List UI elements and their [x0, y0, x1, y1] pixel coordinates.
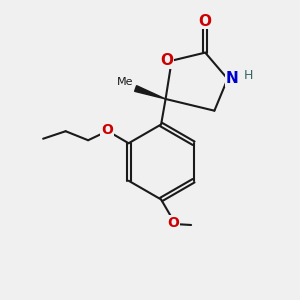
Text: O: O — [167, 216, 179, 230]
Text: O: O — [101, 123, 113, 137]
Text: O: O — [160, 53, 173, 68]
Polygon shape — [135, 86, 166, 99]
Text: Me: Me — [117, 77, 133, 87]
Text: N: N — [226, 71, 238, 86]
Text: H: H — [244, 69, 254, 82]
Text: O: O — [199, 14, 212, 28]
